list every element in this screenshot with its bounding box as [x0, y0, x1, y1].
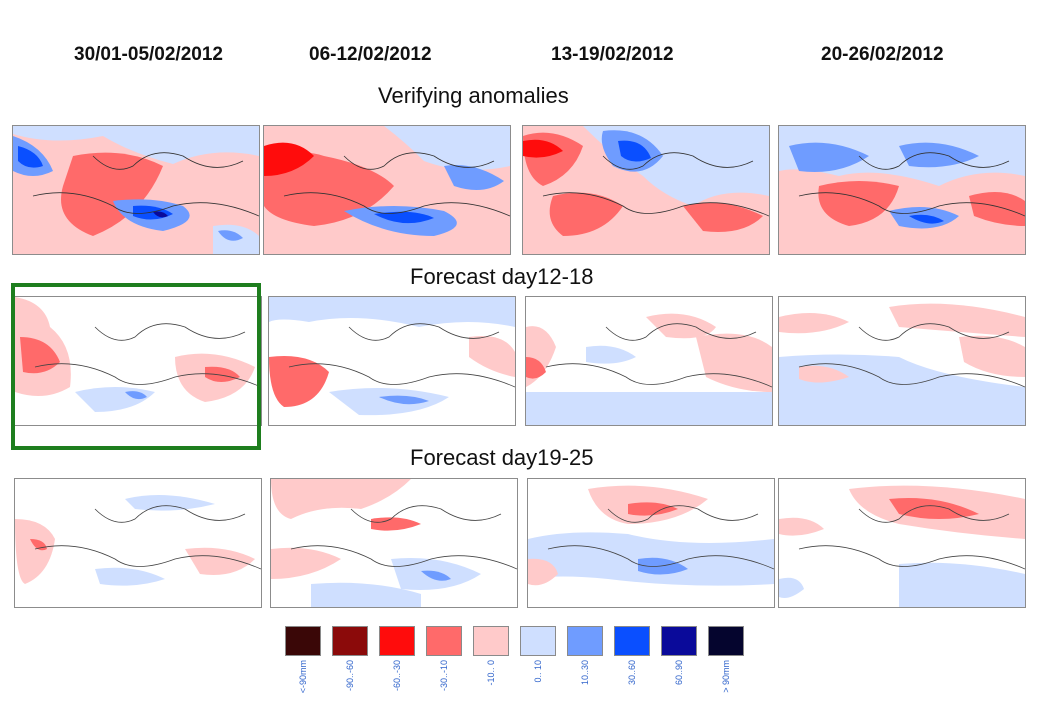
row-title-verifying: Verifying anomalies: [378, 83, 569, 108]
legend-label: -30..-10: [439, 660, 449, 692]
week-label-3: 13-19/02/2012: [551, 44, 674, 65]
legend-swatch: [567, 626, 603, 656]
legend-label: -90..-60: [345, 660, 355, 692]
legend-label: <-90mm: [298, 660, 308, 694]
map-forecast-d12-18-week4: [778, 296, 1026, 426]
legend-swatch: [708, 626, 744, 656]
map-forecast-d12-18-week1: [14, 296, 262, 426]
legend-swatch: [332, 626, 368, 656]
legend-label: -60..-30: [392, 660, 402, 692]
row-title-forecast-day19-25: Forecast day19-25: [410, 445, 594, 470]
legend-swatch: [379, 626, 415, 656]
legend-label: 10..30: [580, 660, 590, 686]
legend-label: 30..60: [627, 660, 637, 686]
map-verifying-week2: [263, 125, 511, 255]
legend-swatch: [473, 626, 509, 656]
legend-swatch: [520, 626, 556, 656]
map-verifying-week4: [778, 125, 1026, 255]
legend-label: -10.. 0: [486, 660, 496, 686]
map-forecast-d12-18-week3: [525, 296, 773, 426]
map-forecast-d19-25-week2: [270, 478, 518, 608]
legend-label: 0.. 10: [533, 660, 543, 683]
map-verifying-week3: [522, 125, 770, 255]
week-label-4: 20-26/02/2012: [821, 44, 944, 65]
highlight-box: [11, 283, 261, 450]
map-forecast-d19-25-week3: [527, 478, 775, 608]
legend-swatch: [285, 626, 321, 656]
week-label-2: 06-12/02/2012: [309, 44, 432, 65]
week-label-1: 30/01-05/02/2012: [74, 44, 223, 65]
legend-swatch: [614, 626, 650, 656]
legend-label: 60..90: [674, 660, 684, 686]
map-verifying-week1: [12, 125, 260, 255]
legend-label: > 90mm: [721, 660, 731, 693]
row-title-forecast-day12-18: Forecast day12-18: [410, 264, 594, 289]
map-forecast-d19-25-week1: [14, 478, 262, 608]
legend-swatch: [426, 626, 462, 656]
legend-swatch: [661, 626, 697, 656]
map-forecast-d19-25-week4: [778, 478, 1026, 608]
map-forecast-d12-18-week2: [268, 296, 516, 426]
